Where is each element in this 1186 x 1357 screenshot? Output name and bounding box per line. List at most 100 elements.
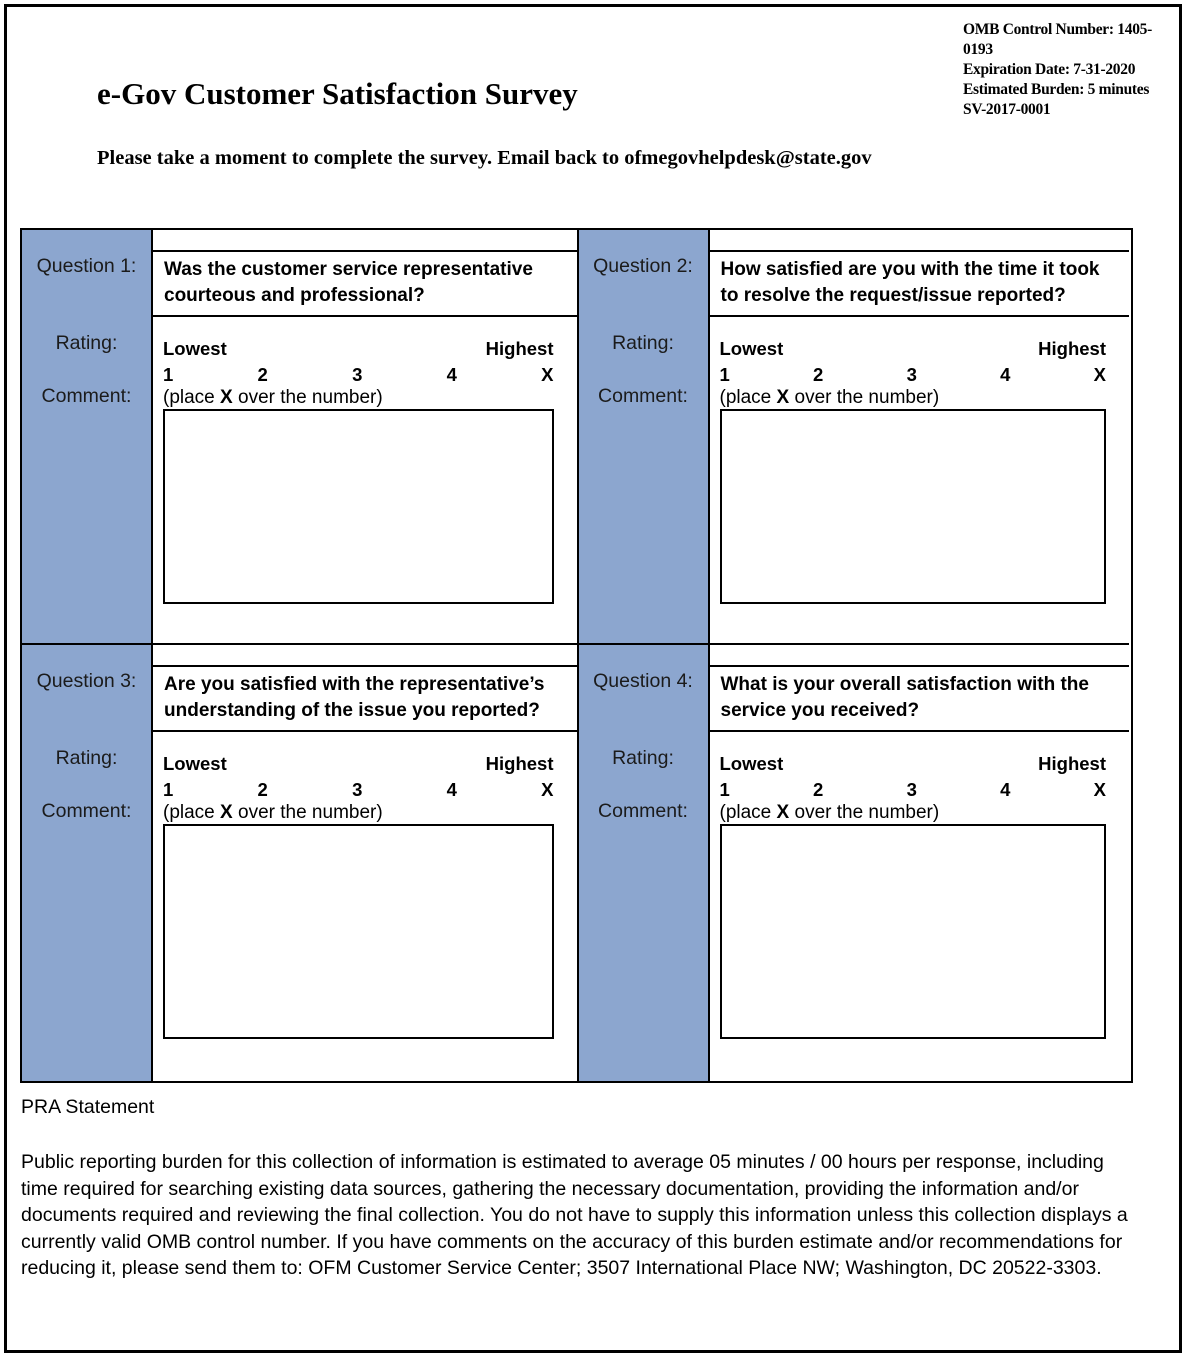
question-2-comment-box[interactable] (719, 409, 1106, 604)
rating-value-3[interactable]: 3 (906, 779, 917, 800)
note-bold-x: X (776, 802, 790, 823)
question-2-content: How satisfied are you with the time it t… (709, 230, 1130, 643)
pra-statement-body: Public reporting burden for this collect… (21, 1151, 1128, 1279)
question-1-content: Was the customer service representative … (153, 230, 577, 643)
estimated-burden: Estimated Burden: 5 minutes (963, 81, 1150, 98)
rating-value-2[interactable]: 2 (813, 779, 824, 800)
question-1-label: Question 1: (36, 255, 137, 277)
scale-endpoints: Lowest Highest (720, 753, 1107, 774)
question-3-content: Are you satisfied with the representativ… (153, 645, 577, 1081)
rating-value-2[interactable]: 2 (813, 364, 824, 385)
lowest-label: Lowest (719, 338, 784, 359)
rating-value-4[interactable]: 4 (1000, 364, 1011, 385)
spacer-strip (153, 230, 577, 252)
highest-label: Highest (485, 753, 554, 774)
note-bold-x: X (220, 387, 233, 408)
comment-label: Comment: (598, 385, 688, 407)
lowest-label: Lowest (163, 338, 227, 359)
rating-value-x[interactable]: X (1093, 779, 1106, 800)
expiration-date: Expiration Date: 7-31-2020 (963, 61, 1136, 78)
omb-control-number: OMB Control Number: 1405-0193 (963, 21, 1152, 58)
question-2-rating-area: Lowest Highest 1 2 3 4 X (place X over t… (710, 317, 1130, 604)
survey-table: Question 1: Rating: Comment: Was the cus… (20, 228, 1133, 1083)
rating-value-1[interactable]: 1 (719, 779, 730, 800)
rating-value-1[interactable]: 1 (719, 364, 730, 385)
highest-label: Highest (1038, 753, 1106, 774)
rating-value-3[interactable]: 3 (352, 779, 363, 800)
rating-value-4[interactable]: 4 (446, 779, 457, 800)
rating-value-3[interactable]: 3 (352, 364, 363, 385)
spacer-strip (153, 645, 577, 667)
question-1-rating-area: Lowest Highest 1 2 3 4 X (place X over t… (153, 317, 577, 604)
rating-value-4[interactable]: 4 (446, 364, 457, 385)
note-prefix: (place (163, 387, 221, 408)
scale-endpoints: Lowest Highest (163, 753, 554, 774)
question-2-rating-values: 1 2 3 4 X (720, 364, 1107, 385)
omb-info-block: OMB Control Number: 1405-0193 Expiration… (963, 20, 1178, 120)
place-x-note: (place X over the number) (720, 802, 1107, 823)
rating-label: Rating: (55, 747, 118, 769)
question-3-text: Are you satisfied with the representativ… (153, 667, 577, 732)
highest-label: Highest (1038, 338, 1106, 359)
question-4-label: Question 4: (593, 670, 693, 692)
note-suffix: over the number) (789, 387, 940, 408)
spacer-strip (709, 645, 1129, 667)
comment-label: Comment: (598, 800, 688, 822)
question-1-cell: Question 1: Rating: Comment: Was the cus… (22, 230, 577, 643)
question-2-text: How satisfied are you with the time it t… (709, 252, 1129, 317)
rating-value-2[interactable]: 2 (257, 364, 268, 385)
rating-value-1[interactable]: 1 (163, 364, 174, 385)
rating-value-x[interactable]: X (541, 779, 554, 800)
rating-value-x[interactable]: X (1093, 364, 1106, 385)
note-prefix: (place (719, 802, 777, 823)
question-4-rating-area: Lowest Highest 1 2 3 4 X (place X over t… (710, 732, 1130, 1039)
question-4-text: What is your overall satisfaction with t… (709, 667, 1129, 732)
note-bold-x: X (776, 387, 790, 408)
lowest-label: Lowest (163, 753, 227, 774)
note-suffix: over the number) (232, 802, 383, 823)
rating-label: Rating: (55, 332, 118, 354)
rating-label: Rating: (612, 332, 674, 354)
question-4-rating-values: 1 2 3 4 X (720, 779, 1107, 800)
question-1-label-column: Question 1: Rating: Comment: (22, 230, 153, 643)
rating-value-x[interactable]: X (541, 364, 554, 385)
note-prefix: (place (719, 387, 777, 408)
rating-value-4[interactable]: 4 (1000, 779, 1011, 800)
question-1-comment-box[interactable] (163, 409, 554, 604)
question-3-cell: Question 3: Rating: Comment: Are you sat… (22, 643, 577, 1081)
lowest-label: Lowest (719, 753, 784, 774)
question-3-label-column: Question 3: Rating: Comment: (22, 645, 153, 1081)
comment-label: Comment: (41, 800, 132, 822)
place-x-note: (place X over the number) (163, 802, 554, 823)
rating-value-1[interactable]: 1 (163, 779, 174, 800)
question-3-rating-values: 1 2 3 4 X (163, 779, 554, 800)
pra-statement-heading: PRA Statement (21, 1096, 155, 1118)
note-prefix: (place (163, 802, 221, 823)
question-4-cell: Question 4: Rating: Comment: What is you… (576, 643, 1130, 1081)
scale-endpoints: Lowest Highest (720, 338, 1107, 359)
question-3-label: Question 3: (36, 670, 137, 692)
question-1-text: Was the customer service representative … (153, 252, 577, 317)
place-x-note: (place X over the number) (720, 387, 1107, 408)
rating-label: Rating: (612, 747, 674, 769)
rating-value-3[interactable]: 3 (906, 364, 917, 385)
rating-value-2[interactable]: 2 (257, 779, 268, 800)
question-4-label-column: Question 4: Rating: Comment: (578, 645, 710, 1081)
question-4-comment-box[interactable] (719, 824, 1106, 1039)
scale-endpoints: Lowest Highest (163, 338, 554, 359)
question-3-comment-box[interactable] (163, 824, 554, 1039)
question-2-label: Question 2: (593, 255, 693, 277)
question-4-content: What is your overall satisfaction with t… (709, 645, 1130, 1081)
question-2-cell: Question 2: Rating: Comment: How satisfi… (576, 230, 1130, 643)
note-suffix: over the number) (789, 802, 940, 823)
comment-label: Comment: (41, 385, 132, 407)
instructions-line: Please take a moment to complete the sur… (97, 147, 872, 169)
highest-label: Highest (485, 338, 554, 359)
question-1-rating-values: 1 2 3 4 X (163, 364, 554, 385)
question-2-label-column: Question 2: Rating: Comment: (578, 230, 710, 643)
spacer-strip (709, 230, 1129, 252)
note-bold-x: X (220, 802, 233, 823)
form-number: SV-2017-0001 (963, 101, 1051, 118)
question-3-rating-area: Lowest Highest 1 2 3 4 X (place X over t… (153, 732, 577, 1039)
